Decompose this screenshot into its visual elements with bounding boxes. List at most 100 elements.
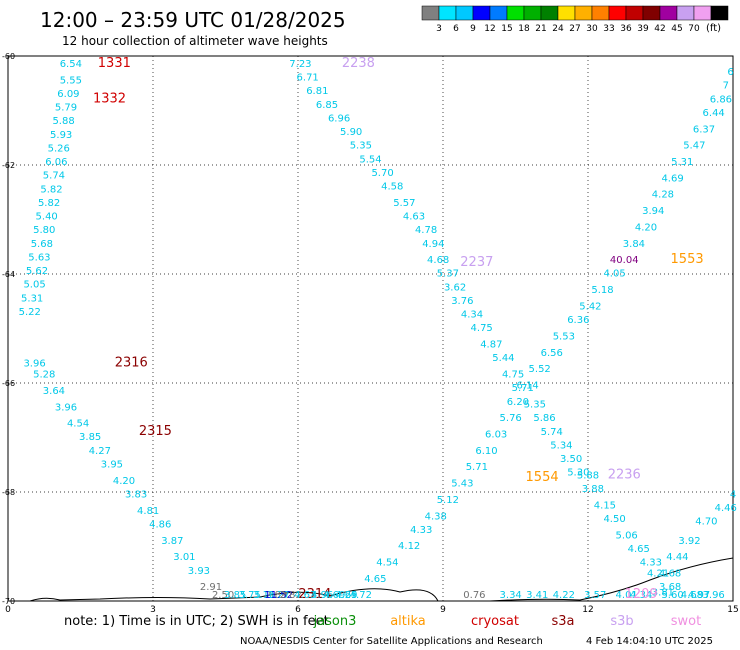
- wave-height-label: 3.83: [125, 489, 147, 500]
- wave-height-label: 3.76: [451, 296, 473, 307]
- wave-height-label: 5.74: [541, 427, 563, 438]
- colorbar-swatch: [472, 5, 491, 21]
- wave-height-label: 4.34: [461, 310, 483, 321]
- wave-height-label: 2.89: [265, 590, 287, 601]
- y-tick-label: -70: [2, 597, 15, 606]
- colorbar-swatch: [574, 5, 593, 21]
- wave-height-label: 4.38: [425, 511, 447, 522]
- wave-height-label: 5.26: [48, 143, 70, 154]
- wave-height-label: 5.54: [359, 154, 381, 165]
- wave-height-label: 4.86: [149, 519, 171, 530]
- footer-timestamp: 4 Feb 14:04:10 UTC 2025: [586, 636, 713, 647]
- wave-height-label: 3.81: [652, 588, 674, 599]
- colorbar-swatch: [506, 5, 525, 21]
- colorbar-label: 24: [552, 24, 564, 34]
- plot-area: 0 3 6 9 12 15 -60 -62 -64 -66 -68 -70 6.54 5.55 6.09 5.…: [2, 52, 739, 615]
- track-id-label: 1332: [93, 91, 126, 106]
- wave-height-label: 6.85: [316, 100, 338, 111]
- coastline: [29, 557, 734, 602]
- wave-height-label: 4.15: [594, 500, 616, 511]
- wave-height-label: 4.33: [410, 525, 432, 536]
- wave-height-label: 4.28: [652, 190, 674, 201]
- wave-height-label: 3.95: [101, 459, 123, 470]
- wave-height-label: 4.05: [603, 269, 625, 280]
- wave-height-label: 3.62: [444, 282, 466, 293]
- wave-height-label: 3.16: [253, 590, 275, 601]
- wave-height-label: 6.44: [703, 108, 725, 119]
- wave-height-label: 5.31: [671, 157, 693, 168]
- wave-height-label: 6.37: [693, 124, 715, 135]
- wave-height-label: 5.90: [340, 127, 362, 138]
- wave-height-label: 4.01: [616, 590, 638, 601]
- wave-height-label: 5.35: [524, 400, 546, 411]
- colorbar-unit: (ft): [706, 23, 721, 34]
- colorbar-label: 6: [453, 24, 459, 34]
- x-tick-label: 3: [150, 605, 156, 615]
- wave-height-label: 5.82: [40, 184, 62, 195]
- track-id-label: 1209: [625, 587, 658, 602]
- wave-height-label: 3.57: [584, 590, 606, 601]
- wave-height-label: 4.78: [415, 225, 437, 236]
- colorbar-swatch: [591, 5, 610, 21]
- satellite-legend-item: swot: [671, 614, 701, 629]
- colorbar-label: 18: [518, 24, 530, 34]
- x-tick-label: 0: [5, 605, 11, 615]
- wave-height-label: 4.69: [323, 590, 345, 601]
- wave-height-label: 3.88: [582, 484, 604, 495]
- wave-height-label: 5.62: [26, 266, 48, 277]
- track-id-label: 2314: [298, 587, 331, 602]
- track-id-label: 2316: [115, 356, 148, 371]
- x-tick-label: 12: [582, 605, 593, 615]
- wave-height-label: 3.96: [55, 402, 77, 413]
- y-tick-label: -66: [2, 379, 15, 388]
- wave-height-label: 5.82: [38, 198, 60, 209]
- colorbar-swatch: [710, 5, 729, 21]
- wave-height-label: 5.76: [500, 413, 522, 424]
- wave-height-label: 5.88: [577, 470, 599, 481]
- wave-height-label: 4.75: [471, 323, 493, 334]
- wave-height-label: 3.27: [268, 590, 290, 601]
- colorbar-swatch: [421, 5, 440, 21]
- wave-height-label: 2.82: [280, 590, 302, 601]
- wave-height-label: 11.52: [264, 590, 293, 601]
- wave-height-label: 4.72: [350, 590, 372, 601]
- satellite-legend: jason3 altika cryosat s3a s3b swot: [313, 614, 702, 629]
- wave-height-label: 3.94: [642, 206, 664, 217]
- colorbar-label: 21: [535, 24, 546, 34]
- wave-height-label: 4.22: [553, 590, 575, 601]
- wave-height-label: 6.03: [485, 430, 507, 441]
- wave-height-label: 6.20: [507, 397, 529, 408]
- track-id-label: 2236: [608, 467, 641, 482]
- wave-height-label: 6.81: [306, 86, 328, 97]
- wave-height-label: 7: [723, 81, 729, 92]
- colorbar-swatch: [489, 5, 508, 21]
- wave-height-label: 4.44: [666, 552, 688, 563]
- wave-height-label: 5.55: [60, 75, 82, 86]
- wave-height-label: 5.70: [371, 168, 393, 179]
- wave-height-label: 6.09: [57, 89, 79, 100]
- wave-height-label: 4.33: [640, 558, 662, 569]
- satellite-legend-item: s3a: [551, 614, 574, 629]
- wave-height-label: 5.30: [567, 468, 589, 479]
- wave-height-label: 4.46: [715, 503, 737, 514]
- wave-height-label: 3.96: [23, 359, 45, 370]
- wave-height-label: 5.12: [437, 495, 459, 506]
- wave-height-label: 5.80: [33, 225, 55, 236]
- wave-height-label: 4.68: [681, 590, 703, 601]
- wave-height-label: 5.06: [616, 530, 638, 541]
- wave-height-label: 3.68: [659, 582, 681, 593]
- wave-height-label: 4.65: [364, 574, 386, 585]
- track-id-label: 1553: [671, 252, 704, 267]
- colorbar-swatch: [557, 5, 576, 21]
- wave-height-label: 0.76: [463, 590, 485, 601]
- colorbar-swatch: [693, 5, 712, 21]
- wave-height-label: 3.93: [188, 566, 210, 577]
- wave-height-label: 2.91: [200, 582, 222, 593]
- wave-height-label: 5.74: [43, 171, 65, 182]
- wave-height-label: 5.47: [683, 141, 705, 152]
- wave-height-label: 4.34: [630, 590, 652, 601]
- chart-title: 12:00 – 23:59 UTC 01/28/2025: [40, 8, 346, 32]
- wave-height-label: 5.60: [661, 590, 683, 601]
- wave-height-label: 3.87: [161, 536, 183, 547]
- wave-height-label: 5.18: [591, 285, 613, 296]
